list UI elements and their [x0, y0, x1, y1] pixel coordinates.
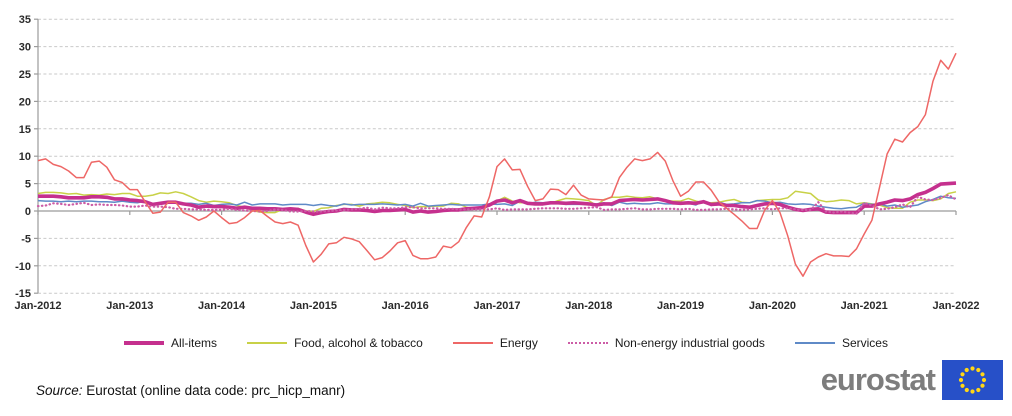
svg-text:Jan-2014: Jan-2014: [198, 300, 246, 312]
eurostat-logo-text: eurostat: [820, 362, 936, 397]
svg-text:0: 0: [25, 206, 31, 218]
svg-text:5: 5: [25, 179, 31, 191]
svg-text:Jan-2018: Jan-2018: [565, 300, 612, 312]
svg-text:20: 20: [19, 96, 31, 108]
legend-item-all-items: All-items: [124, 336, 217, 350]
chart-legend: All-items Food, alcohol & tobacco Energy No…: [0, 336, 1012, 350]
legend-item-energy: Energy: [452, 336, 538, 350]
svg-text:Jan-2013: Jan-2013: [106, 300, 153, 312]
legend-swatch: [452, 342, 493, 344]
svg-text:Jan-2016: Jan-2016: [382, 300, 429, 312]
series-energy: [37, 52, 957, 277]
legend-swatch: [794, 342, 835, 344]
series-non-energy-industrial-goods: [36, 194, 958, 215]
svg-text:35: 35: [19, 14, 31, 26]
source-line: Source: Eurostat (online data code: prc_…: [36, 383, 345, 398]
source-prefix: Source:: [36, 383, 83, 398]
legend-item-food-alcohol-tobacco: Food, alcohol & tobacco: [247, 336, 423, 350]
eu-flag-icon: [942, 360, 1003, 400]
svg-text:Jan-2021: Jan-2021: [841, 300, 888, 312]
legend-swatch: [247, 342, 288, 344]
legend-swatch: [124, 341, 165, 345]
svg-text:Jan-2012: Jan-2012: [14, 300, 61, 312]
eurostat-logo: eurostat: [821, 360, 1003, 400]
svg-text:15: 15: [19, 124, 31, 136]
svg-text:30: 30: [19, 42, 31, 54]
legend-label: Non-energy industrial goods: [614, 336, 765, 350]
legend-label: Services: [841, 336, 888, 350]
legend-label: Food, alcohol & tobacco: [294, 336, 423, 350]
legend-label: All-items: [171, 336, 218, 350]
svg-text:Jan-2020: Jan-2020: [749, 300, 796, 312]
legend-label: Energy: [499, 336, 538, 350]
svg-text:Jan-2015: Jan-2015: [290, 300, 337, 312]
legend-item-non-energy-industrial-goods: Non-energy industrial goods: [567, 336, 765, 350]
y-gridlines: [38, 18, 956, 294]
legend-item-services: Services: [794, 336, 888, 350]
y-axis-labels: 35 30 25 20 15 10 5 0 -5 -10 -15: [15, 14, 31, 300]
svg-text:Jan-2022: Jan-2022: [932, 300, 979, 312]
svg-text:Jan-2019: Jan-2019: [657, 300, 704, 312]
source-text: Eurostat (online data code: prc_hicp_man…: [82, 383, 346, 398]
svg-text:-15: -15: [15, 288, 31, 300]
svg-text:25: 25: [19, 69, 31, 81]
svg-text:10: 10: [19, 151, 31, 163]
x-axis-labels: Jan-2012 Jan-2013 Jan-2014 Jan-2015 Jan-2016…: [14, 300, 979, 312]
svg-text:-5: -5: [21, 233, 31, 245]
legend-swatch: [567, 342, 608, 344]
series-all-items: [38, 181, 957, 217]
svg-text:-10: -10: [15, 261, 31, 273]
svg-text:Jan-2017: Jan-2017: [473, 300, 520, 312]
